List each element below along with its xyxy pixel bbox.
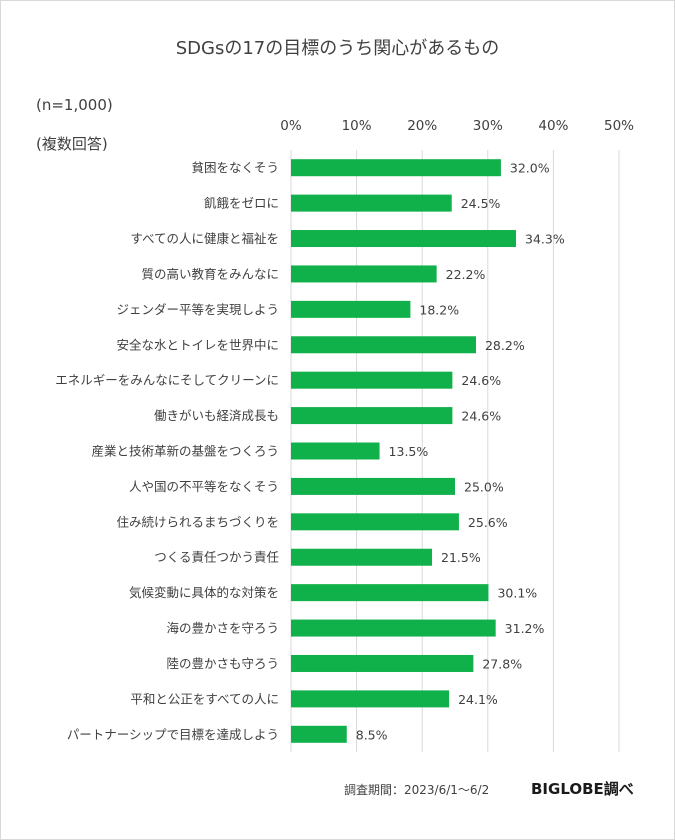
category-label: 働きがいも経済成長も [154, 408, 279, 423]
value-label: 24.6% [461, 373, 501, 388]
bar [291, 654, 474, 672]
category-label: 陸の豊かさも守ろう [166, 656, 279, 671]
category-label: ジェンダー平等を実現しよう [116, 302, 279, 317]
category-label: 貧困をなくそう [191, 160, 279, 175]
category-label: パートナーシップで目標を達成しよう [67, 727, 279, 742]
category-label: 平和と公正をすべての人に [130, 691, 279, 706]
multiple-answer-note: (複数回答) [36, 135, 108, 153]
bar [291, 619, 496, 637]
x-tick-label: 20% [407, 118, 437, 134]
x-tick-label: 30% [473, 118, 503, 134]
value-label: 28.2% [485, 338, 525, 353]
value-label: 22.2% [446, 267, 486, 282]
value-label: 24.5% [461, 196, 501, 211]
value-label: 18.2% [419, 302, 459, 317]
category-label: 住み続けられるまちづくりを [116, 514, 279, 529]
bar [291, 725, 347, 743]
category-label: 人や国の不平等をなくそう [129, 479, 279, 494]
value-label: 32.0% [510, 161, 550, 176]
source-brand: BIGLOBE調べ [531, 780, 634, 798]
category-label: エネルギーをみんなにそしてクリーンに [55, 373, 279, 388]
bar [291, 442, 380, 460]
category-label: つくる責任つかう責任 [154, 550, 279, 565]
x-tick-label: 10% [342, 118, 372, 134]
value-label: 34.3% [525, 232, 565, 247]
value-label: 8.5% [356, 727, 388, 742]
category-label: 産業と技術革新の基盤をつくろう [91, 444, 279, 459]
bar [291, 690, 450, 708]
value-label: 24.1% [458, 692, 498, 707]
category-label: 質の高い教育をみんなに [141, 266, 279, 281]
bar [291, 194, 452, 212]
category-label: 飢餓をゼロに [204, 196, 279, 211]
value-label: 13.5% [389, 444, 429, 459]
chart-title: SDGsの17の目標のうち関心があるもの [175, 38, 500, 59]
bar [291, 159, 501, 177]
value-label: 27.8% [482, 656, 522, 671]
bar [291, 230, 517, 248]
bar [291, 477, 455, 495]
value-label: 25.0% [464, 479, 504, 494]
bar [291, 407, 453, 425]
category-label: 安全な水とトイレを世界中に [116, 337, 279, 352]
survey-period: 調査期間：2023/6/1～6/2 [344, 783, 490, 797]
bar [291, 300, 411, 318]
value-label: 24.6% [461, 409, 501, 424]
value-label: 25.6% [468, 515, 508, 530]
value-label: 21.5% [441, 550, 481, 565]
bar [291, 548, 433, 566]
bar [291, 336, 476, 354]
value-label: 30.1% [497, 586, 537, 601]
x-tick-label: 50% [604, 118, 634, 134]
bar [291, 513, 459, 531]
x-tick-label: 40% [538, 118, 568, 134]
bar [291, 584, 489, 602]
category-label: すべての人に健康と福祉を [130, 231, 279, 246]
bar [291, 371, 453, 389]
category-label: 気候変動に具体的な対策を [129, 585, 279, 600]
category-label: 海の豊かさを守ろう [166, 621, 279, 636]
x-tick-label: 0% [280, 118, 302, 134]
sample-size-note: (n=1,000) [36, 96, 113, 114]
value-label: 31.2% [505, 621, 545, 636]
bar [291, 265, 437, 283]
